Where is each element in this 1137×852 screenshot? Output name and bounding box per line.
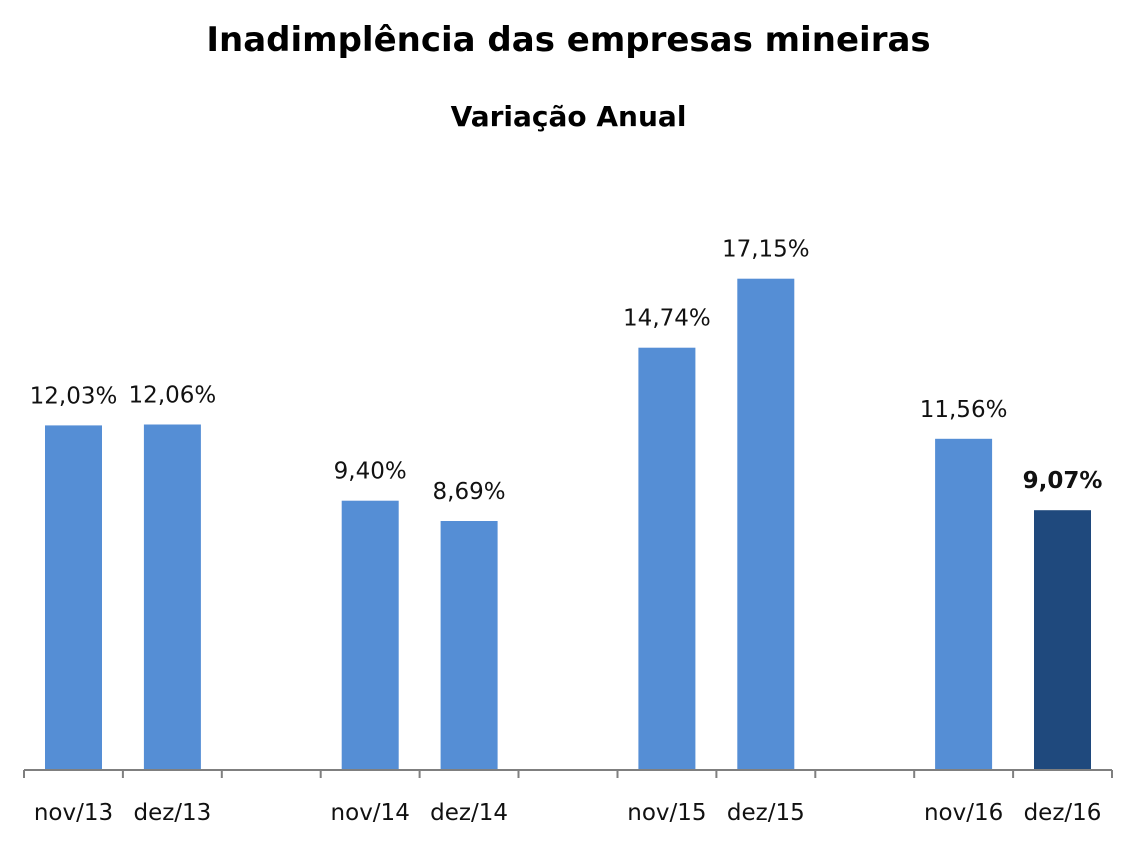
- chart-subtitle: Variação Anual: [450, 100, 687, 133]
- tick-label-dez-16: dez/16: [1024, 800, 1102, 826]
- tick-label-dez-15: dez/15: [727, 800, 805, 826]
- tick-label-nov-16: nov/16: [924, 800, 1003, 826]
- value-label-dez-14: 8,69%: [433, 479, 506, 505]
- tick-label-nov-15: nov/15: [627, 800, 706, 826]
- chart-title: Inadimplência das empresas mineiras: [206, 20, 931, 60]
- bar-dez-13: [143, 424, 201, 770]
- tick-label-dez-13: dez/13: [133, 800, 211, 826]
- bar-dez-14: [440, 521, 498, 770]
- value-labels-layer: 12,03% 12,06% 9,40% 8,69% 14,74% 17,15% 11,56%…: [30, 237, 1103, 505]
- bar-nov-13: [45, 425, 102, 770]
- tick-label-nov-14: nov/14: [331, 800, 410, 826]
- value-label-nov-15: 14,74%: [623, 306, 711, 332]
- bar-nov-14: [341, 500, 399, 770]
- value-label-dez-13: 12,06%: [129, 383, 217, 409]
- bars-layer: [45, 278, 1091, 770]
- value-label-nov-14: 9,40%: [334, 459, 407, 485]
- value-label-nov-16: 11,56%: [920, 397, 1008, 423]
- bar-dez-15: [737, 278, 795, 770]
- value-label-dez-15: 17,15%: [722, 237, 810, 263]
- x-axis: [23, 769, 1113, 778]
- bar-nov-15: [638, 347, 696, 770]
- value-label-dez-16: 9,07%: [1023, 468, 1103, 494]
- tick-label-nov-13: nov/13: [34, 800, 113, 826]
- x-tick-labels-layer: nov/13 dez/13 nov/14 dez/14 nov/15 dez/15 nov/…: [34, 800, 1102, 826]
- value-label-nov-13: 12,03%: [30, 383, 118, 409]
- bar-nov-16: [935, 438, 993, 770]
- tick-label-dez-14: dez/14: [430, 800, 508, 826]
- bar-dez-16: [1034, 510, 1091, 770]
